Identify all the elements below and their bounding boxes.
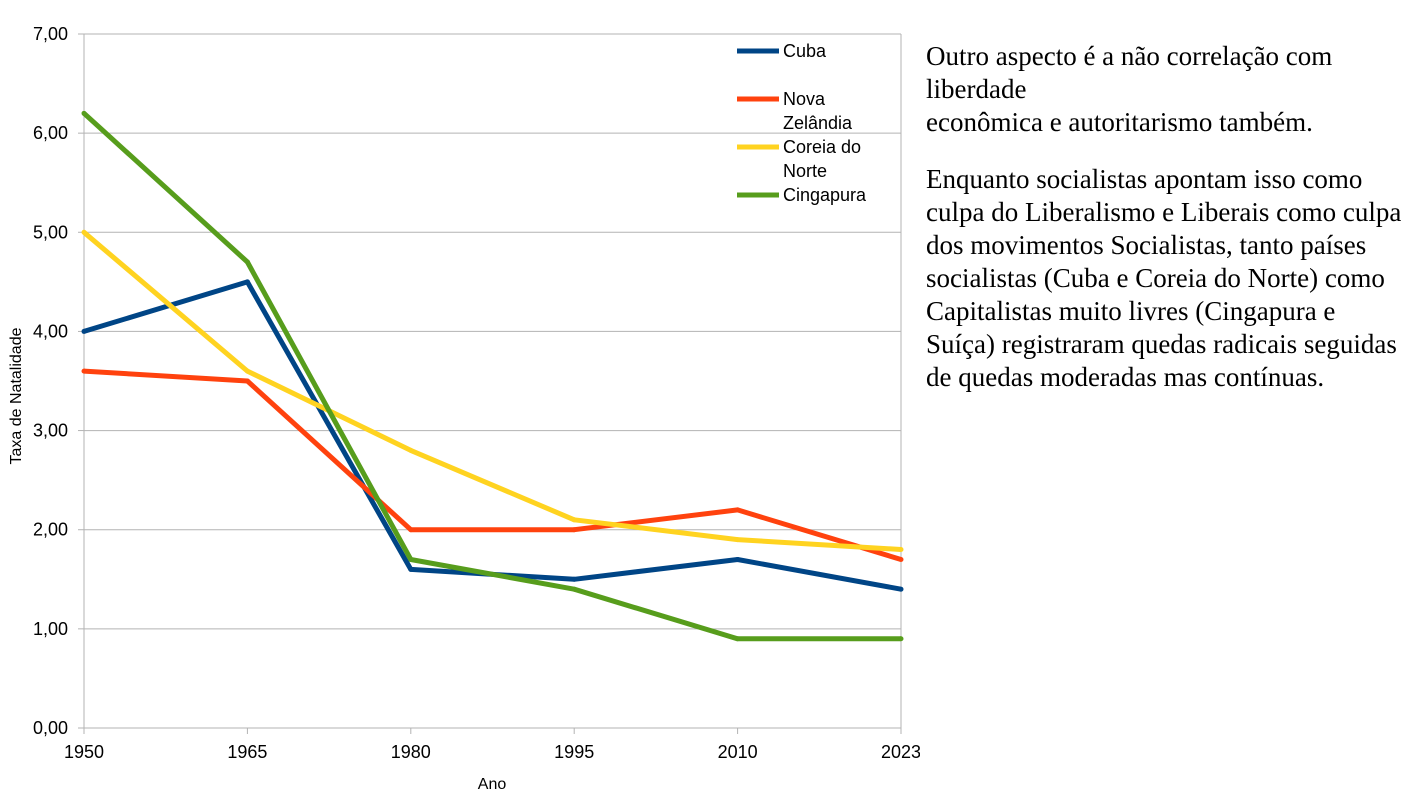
data-point [408,566,414,572]
y-tick-label: 5,00 [33,222,68,242]
data-point [244,378,250,384]
x-tick-labels: 1950 1965 1980 1995 2010 2023 [64,742,920,762]
gridlines [84,33,901,630]
series-lines [81,110,904,642]
data-point [81,368,87,374]
x-tick-label: 1980 [391,742,431,762]
data-point [735,636,741,642]
legend-label: Coreia do [783,137,861,157]
data-point [81,328,87,334]
x-tick-label: 1950 [64,742,104,762]
data-point [571,517,577,523]
x-tick-label: 1995 [554,742,594,762]
y-tick-labels: 0,00 1,00 2,00 3,00 4,00 5,00 6,00 7,00 [33,24,68,738]
legend-entry-1: Cuba [737,41,827,61]
series-line-3 [82,230,902,552]
commentary-line: Outro aspecto é a não correlação com [926,41,1333,71]
data-point [735,507,741,513]
axes [78,33,902,734]
data-point [244,279,250,285]
data-point [898,556,904,562]
x-tick-label: 1965 [227,742,267,762]
data-point [408,527,414,533]
y-tick-label: 6,00 [33,123,68,143]
legend-label: Cingapura [783,185,867,205]
data-point [244,368,250,374]
commentary-paragraph-2: Enquanto socialistas apontam isso como c… [926,164,1402,392]
y-tick-label: 1,00 [33,619,68,639]
data-point [571,586,577,592]
y-axis-title: Taxa de Natalidade [8,327,25,464]
data-point [735,537,741,543]
data-point [735,556,741,562]
y-tick-label: 2,00 [33,520,68,540]
y-tick-label: 7,00 [33,24,68,44]
legend-entry-4: Cingapura [737,185,867,205]
commentary-line: econômica e autoritarismo também. [926,107,1313,137]
legend-label: Zelândia [783,113,853,133]
legend-label: Nova [783,89,826,109]
series-line-4 [82,111,901,642]
data-point [898,547,904,553]
y-tick-label: 3,00 [33,421,68,441]
data-point [81,110,87,116]
data-point [408,447,414,453]
y-tick-label: 4,00 [33,321,68,341]
x-tick-label: 2023 [881,742,920,762]
data-point [571,576,577,582]
legend: Cuba Nova Zelândia Coreia do Norte Cingapura [737,41,867,205]
x-tick-label: 2010 [718,742,758,762]
data-point [571,527,577,533]
birth-rate-line-chart: 0,00 1,00 2,00 3,00 4,00 5,00 6,00 7,00 1950 196… [8,24,920,793]
x-axis-title: Ano [478,776,507,793]
data-point [244,259,250,265]
data-point [898,586,904,592]
data-point [898,636,904,642]
legend-entry-2: Nova Zelândia [737,89,853,133]
commentary-text: Outro aspecto é a não correlação com libe… [926,40,1406,418]
series-line-2 [83,368,902,562]
data-point [81,229,87,235]
legend-label: Norte [783,161,827,181]
legend-label: Cuba [783,41,827,61]
y-tick-label: 0,00 [33,718,68,738]
commentary-line: liberdade [926,74,1027,104]
commentary-paragraph-1: Outro aspecto é a não correlação com libe… [926,40,1406,139]
data-point [408,556,414,562]
legend-entry-3: Coreia do Norte [737,137,861,181]
